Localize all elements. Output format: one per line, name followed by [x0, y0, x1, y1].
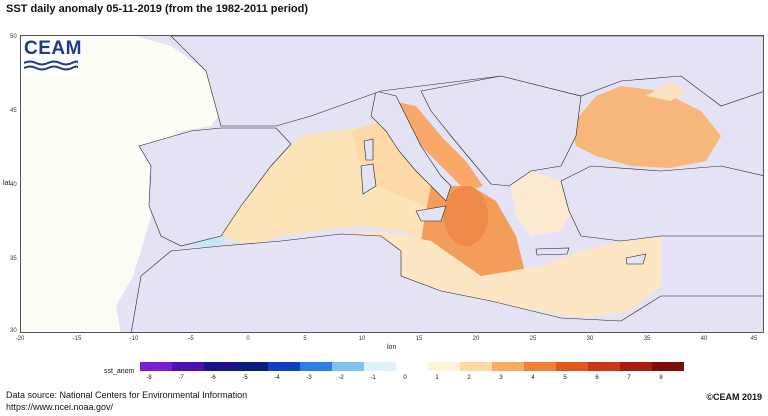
colorbar-tick: -5: [242, 375, 248, 381]
adriatic-sea: [393, 101, 483, 191]
colorbar-tick: -1: [370, 375, 376, 381]
x-tick-label: 25: [529, 336, 537, 342]
y-tick-label: 40: [10, 182, 17, 188]
corsica: [363, 138, 374, 161]
sea-of-azov: [646, 81, 686, 101]
colorbar-tick: 7: [627, 375, 631, 381]
map-title: SST daily anomaly 05-11-2019 (from the 1…: [6, 3, 309, 15]
colorbar-tick: -8: [146, 375, 152, 381]
north-africa-coast: [131, 233, 763, 332]
colorbar: [140, 362, 684, 371]
wave-icon: [24, 60, 78, 71]
colorbar-tick: 5: [563, 375, 567, 381]
ceam-logo: CEAM: [22, 38, 82, 76]
sardinia: [360, 163, 377, 195]
europe-north: [170, 36, 763, 127]
cyprus: [625, 253, 647, 265]
colorbar-tick: -4: [274, 375, 280, 381]
black-sea: [571, 86, 721, 168]
tyrrhenian-sea: [351, 121, 441, 206]
x-tick-label: -5: [188, 336, 194, 342]
logo-text: CEAM: [24, 38, 82, 59]
italy: [370, 90, 452, 202]
atlantic-sea: [21, 36, 231, 332]
data-source-text: Data source: National Centers for Enviro…: [6, 390, 248, 400]
x-tick-label: 10: [358, 336, 366, 342]
colorbar-tick: 0: [403, 375, 407, 381]
x-tick-label: 15: [415, 336, 423, 342]
colorbar-tick: 3: [499, 375, 503, 381]
colorbar-tick: 6: [595, 375, 599, 381]
x-tick-label: 40: [700, 336, 708, 342]
x-tick-label: -10: [129, 336, 139, 342]
colorbar-tick: -7: [178, 375, 184, 381]
x-tick-label: 0: [246, 336, 250, 342]
y-tick-label: 30: [10, 328, 17, 334]
y-tick-label: 50: [10, 34, 17, 40]
colorbar-tick: 8: [659, 375, 663, 381]
iberian-peninsula: [138, 127, 292, 247]
warm-anomaly-ionian: [444, 186, 488, 246]
colorbar-tick: -3: [306, 375, 312, 381]
colorbar-tick: 1: [435, 375, 439, 381]
colorbar-tick: 4: [531, 375, 535, 381]
x-tick-label: 35: [643, 336, 651, 342]
eastern-mediterranean: [321, 231, 661, 318]
map-panel[interactable]: [20, 35, 764, 333]
y-axis-label: lat: [3, 180, 11, 187]
colorbar-tick: -2: [338, 375, 344, 381]
x-tick-label: 30: [586, 336, 594, 342]
sicily: [415, 205, 447, 222]
y-tick-label: 35: [10, 256, 17, 262]
colorbar-label: sst_anom: [104, 368, 135, 375]
x-tick-label: 20: [472, 336, 480, 342]
x-tick-label: 5: [303, 336, 307, 342]
x-tick-label: -20: [15, 336, 25, 342]
x-axis-label: lon: [387, 344, 397, 351]
x-tick-label: 45: [750, 336, 758, 342]
aegean-sea: [509, 171, 576, 236]
sst-anomaly-map: [21, 36, 763, 332]
colorbar-tick: -6: [210, 375, 216, 381]
data-source-url[interactable]: https://www.ncei.noaa.gov/: [6, 402, 114, 412]
colorbar-tick: 2: [467, 375, 471, 381]
anatolia: [560, 165, 763, 242]
x-tick-label: -15: [72, 336, 82, 342]
crete: [535, 247, 570, 256]
copyright-text: ©CEAM 2019: [706, 392, 762, 402]
y-tick-label: 45: [10, 108, 17, 114]
